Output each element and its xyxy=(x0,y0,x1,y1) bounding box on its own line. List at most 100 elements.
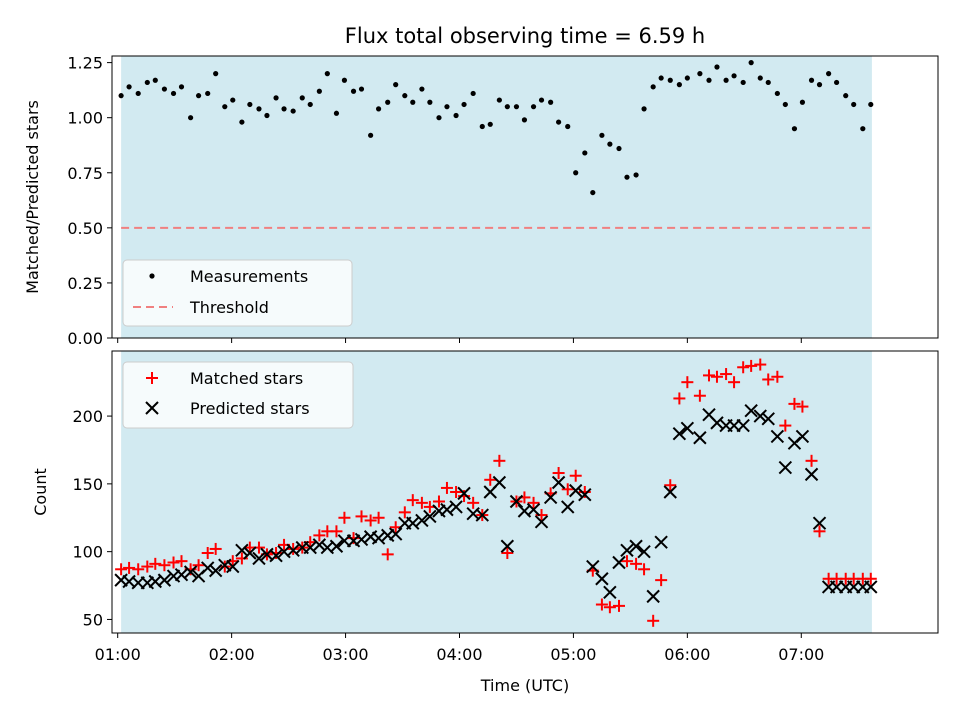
measurement-point xyxy=(324,71,330,77)
measurement-point xyxy=(590,189,596,196)
matched-star-point xyxy=(432,495,445,508)
matched-star-point xyxy=(702,369,715,382)
predicted-star-point xyxy=(157,573,172,587)
predicted-star-point xyxy=(804,467,819,482)
predicted-star-point xyxy=(406,516,420,530)
matched-star-point xyxy=(673,392,686,405)
predicted-star-point xyxy=(595,572,609,586)
predicted-star-point xyxy=(457,486,471,501)
measurement-point xyxy=(385,99,391,105)
measurement-point xyxy=(650,84,656,90)
matched-star-point xyxy=(364,514,377,527)
x-tick-label: 07:00 xyxy=(778,645,824,664)
measurement-point xyxy=(791,126,798,132)
measurement-point xyxy=(178,84,185,90)
measurement-point xyxy=(834,79,840,86)
measurement-point xyxy=(273,95,279,101)
x-tick-label: 05:00 xyxy=(550,645,596,664)
matched-star-point xyxy=(779,419,792,432)
matched-star-point xyxy=(372,511,385,524)
measurement-point xyxy=(504,104,510,110)
predicted-star-point xyxy=(415,513,429,528)
matched-star-point xyxy=(754,358,767,371)
measurement-point xyxy=(144,79,150,86)
measurement-point xyxy=(393,82,399,88)
measurement-point xyxy=(350,88,357,94)
measurement-point xyxy=(868,101,874,108)
matched-star-point xyxy=(175,555,188,568)
matched-star-point xyxy=(330,525,343,538)
legend-measurements-label: Measurements xyxy=(190,267,308,286)
matched-star-point xyxy=(313,529,326,542)
predicted-star-point xyxy=(578,488,592,502)
measurement-point xyxy=(135,90,141,97)
measurement-point xyxy=(843,93,849,99)
matched-star-point xyxy=(569,469,582,482)
predicted-star-point xyxy=(761,412,775,426)
predicted-star-point xyxy=(449,500,463,514)
predicted-star-point xyxy=(586,559,600,574)
matched-star-point xyxy=(192,559,205,572)
measurement-point xyxy=(299,95,305,101)
predicted-star-point xyxy=(371,531,386,545)
predicted-star-point xyxy=(269,549,283,563)
matched-star-point xyxy=(595,598,608,611)
matched-star-point xyxy=(552,467,565,480)
matched-star-point xyxy=(304,536,317,549)
measurement-point xyxy=(548,99,554,105)
predicted-star-point xyxy=(475,508,489,522)
predicted-star-point xyxy=(778,460,793,475)
legend-matched-label: Matched stars xyxy=(190,369,303,388)
predicted-star-point xyxy=(693,431,707,445)
measurement-point xyxy=(641,106,647,112)
matched-star-point xyxy=(647,614,660,627)
bottom-y-tick-label: 100 xyxy=(72,543,103,562)
measurement-point xyxy=(213,71,219,77)
matched-star-point xyxy=(167,556,180,569)
predicted-star-point xyxy=(500,539,515,553)
measurement-point xyxy=(714,64,720,70)
predicted-star-point xyxy=(561,500,575,514)
legend-predicted-marker xyxy=(145,401,159,415)
predicted-star-point xyxy=(174,567,189,582)
matched-star-point xyxy=(720,368,733,381)
measurement-point xyxy=(161,86,168,92)
measurement-point xyxy=(851,101,857,108)
measurement-point xyxy=(402,93,408,99)
measurement-point xyxy=(748,60,754,66)
predicted-star-point xyxy=(864,580,878,594)
predicted-star-point xyxy=(551,475,566,490)
measurement-point xyxy=(375,106,382,112)
measurement-point xyxy=(368,132,374,138)
measurement-point xyxy=(170,90,177,97)
measurement-point xyxy=(453,112,459,119)
matched-star-point xyxy=(381,548,394,561)
matched-star-point xyxy=(501,547,514,560)
measurement-point xyxy=(538,97,545,103)
matched-star-point xyxy=(440,481,453,494)
legend-matched-marker xyxy=(146,372,158,384)
predicted-star-point xyxy=(312,538,327,552)
measurement-point xyxy=(799,99,806,105)
measurement-point xyxy=(676,82,682,88)
measurement-point xyxy=(358,86,365,92)
matched-star-point xyxy=(762,373,775,386)
measurement-point xyxy=(152,77,158,83)
measurement-point xyxy=(188,115,194,121)
predicted-star-point xyxy=(329,539,344,553)
matched-star-point xyxy=(398,506,411,519)
legend-measurements-marker xyxy=(149,273,155,279)
measurement-point xyxy=(410,99,416,105)
measurement-point xyxy=(239,119,245,125)
bottom-count-points xyxy=(114,358,878,627)
measurement-point xyxy=(757,75,763,81)
matched-star-point xyxy=(681,376,694,389)
measurement-point xyxy=(521,117,528,123)
measurement-point xyxy=(205,90,211,97)
measurement-point xyxy=(765,79,771,86)
bottom-y-tick-label: 50 xyxy=(83,610,103,629)
matched-star-point xyxy=(450,486,463,498)
measurement-point xyxy=(658,75,664,81)
bottom-plot-frame xyxy=(111,350,939,634)
predicted-star-point xyxy=(492,475,507,490)
